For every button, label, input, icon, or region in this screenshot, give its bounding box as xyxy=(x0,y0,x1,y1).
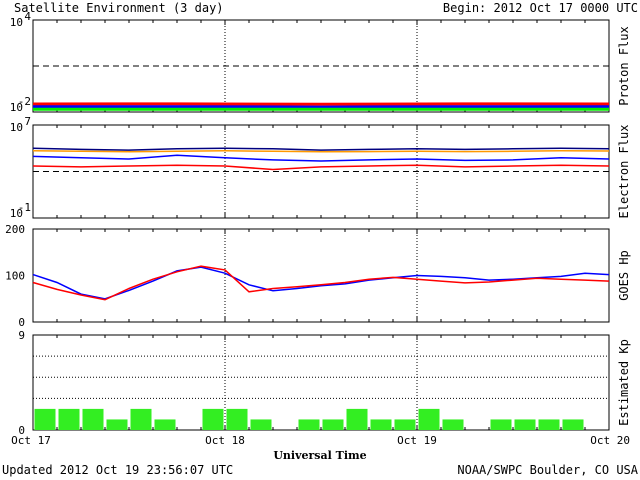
series-line-orange xyxy=(32,150,610,153)
y-tick-label: 0 xyxy=(18,424,25,437)
x-tick-label: Oct 18 xyxy=(205,434,245,447)
panel-proton: 10 410-2 Proton Flux xyxy=(10,10,631,114)
y-tick-base: 10 xyxy=(10,121,23,134)
kp-bar xyxy=(130,408,152,430)
kp-bar xyxy=(490,419,512,430)
panel-frame xyxy=(32,19,610,113)
y-tick-exponent: 4 xyxy=(24,10,31,23)
panel-frame xyxy=(32,228,610,323)
x-tick-label: Oct 17 xyxy=(11,434,51,447)
kp-bar xyxy=(514,419,536,430)
kp-bar xyxy=(538,419,560,430)
y-tick-base: 10 xyxy=(10,207,23,220)
panel-frame xyxy=(32,124,610,219)
kp-bar xyxy=(202,408,224,430)
kp-bar xyxy=(58,408,80,430)
kp-bar xyxy=(298,419,320,430)
series-line-blue xyxy=(32,266,610,300)
credit: NOAA/SWPC Boulder, CO USA xyxy=(457,463,638,477)
kp-bar xyxy=(562,419,584,430)
kp-bar xyxy=(106,419,128,430)
y-tick-label: 9 xyxy=(18,329,25,342)
kp-bar xyxy=(370,419,392,430)
panel-frame xyxy=(32,334,610,431)
x-axis-title: Universal Time xyxy=(273,449,366,462)
updated-time: Updated 2012 Oct 19 23:56:07 UTC xyxy=(2,463,233,477)
x-tick-label: Oct 19 xyxy=(397,434,437,447)
kp-bar xyxy=(394,419,416,430)
begin-time: Begin: 2012 Oct 17 0000 UTC xyxy=(443,1,638,15)
panel-hp: 200 100 0 GOES Hp xyxy=(5,223,631,329)
y-tick-exponent: -2 xyxy=(18,95,31,108)
y-tick-label: 10-2 xyxy=(10,95,31,114)
chart-title: Satellite Environment (3 day) xyxy=(14,1,224,15)
series-line-blue xyxy=(32,154,610,162)
y-axis-label: GOES Hp xyxy=(617,250,631,301)
y-axis-label: Proton Flux xyxy=(617,26,631,105)
kp-bar xyxy=(34,408,56,430)
y-axis-label: Electron Flux xyxy=(617,125,631,219)
kp-bar xyxy=(442,419,464,430)
y-tick-label: 100 xyxy=(5,270,25,283)
panel-electron: 10 710-1 Electron Flux xyxy=(10,115,631,220)
y-tick-base: 10 xyxy=(10,101,23,114)
kp-bar xyxy=(226,408,248,430)
series-line-red xyxy=(32,164,610,171)
y-tick-label: 10 7 xyxy=(10,115,31,134)
panel-kp: 9 0 Estimated Kp xyxy=(18,329,631,437)
series-line-red xyxy=(32,265,610,301)
kp-bar xyxy=(322,419,344,430)
y-tick-label: 0 xyxy=(18,316,25,329)
y-tick-base: 10 xyxy=(10,16,23,29)
y-tick-exponent: -1 xyxy=(18,201,31,214)
x-tick-label: Oct 20 xyxy=(590,434,630,447)
kp-bar xyxy=(250,419,272,430)
kp-bar xyxy=(346,408,368,430)
y-tick-label: 200 xyxy=(5,223,25,236)
y-tick-label: 10-1 xyxy=(10,201,31,220)
series-line-navy xyxy=(32,147,610,151)
y-tick-exponent: 7 xyxy=(24,115,31,128)
kp-bar xyxy=(154,419,176,430)
kp-bar xyxy=(82,408,104,430)
y-tick-label: 10 4 xyxy=(10,10,32,29)
y-axis-label: Estimated Kp xyxy=(617,339,631,426)
kp-bar xyxy=(418,408,440,430)
